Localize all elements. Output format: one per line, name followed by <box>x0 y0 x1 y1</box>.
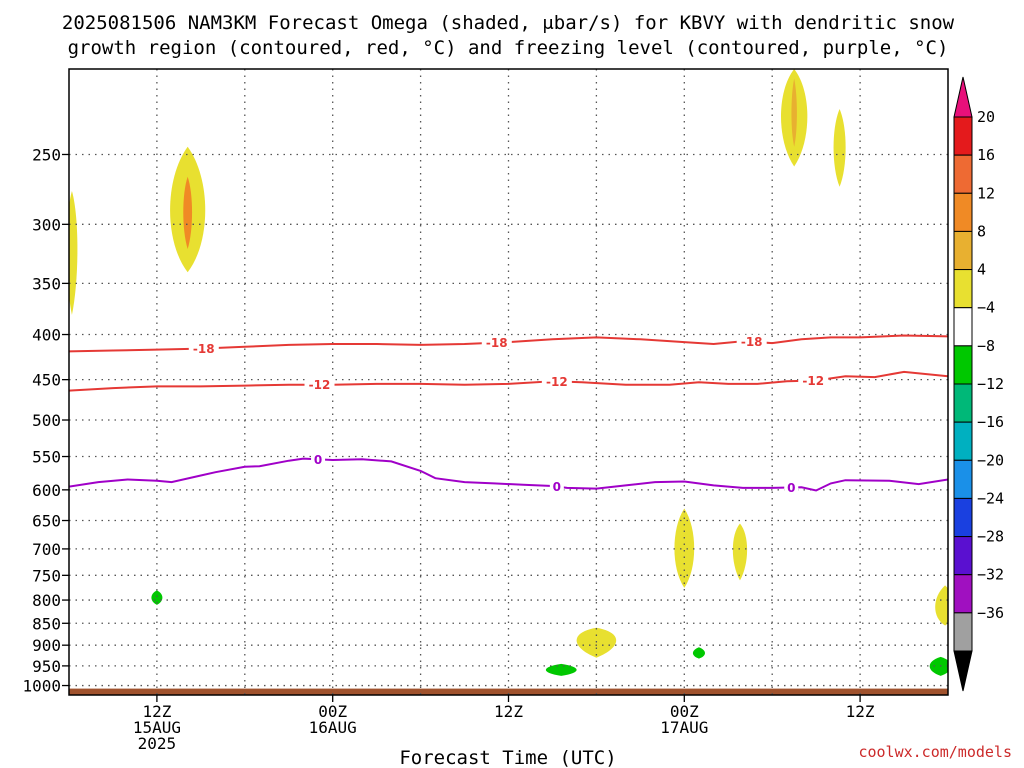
y-tick-label-600: 600 <box>32 481 61 500</box>
contour-label--18-0: -18 <box>193 342 215 356</box>
x-tick-label-54-0: 12Z <box>846 702 875 721</box>
contour-label-bg--18-1 <box>481 335 512 350</box>
colorbar-label-5: −4 <box>977 299 995 317</box>
y-tick-label-350: 350 <box>32 274 61 293</box>
colorbar-label-7: −12 <box>977 375 1004 393</box>
x-tick-label-18-0: 00Z <box>318 702 347 721</box>
y-tick-label-800: 800 <box>32 591 61 610</box>
colorbar-label-4: 4 <box>977 261 986 279</box>
colorbar-max-arrow <box>953 76 973 118</box>
y-tick-label-900: 900 <box>32 636 61 655</box>
colorbar-label-1: 16 <box>977 146 995 164</box>
x-axis-label: Forecast Time (UTC) <box>399 747 616 768</box>
colorbar-label-12: −32 <box>977 566 1004 584</box>
colorbar-label-8: −16 <box>977 413 1004 431</box>
colorbar-segment-11 <box>953 536 973 576</box>
contour-label-bg--18-0 <box>188 341 219 356</box>
contour-label-0-0: 0 <box>314 453 322 467</box>
contour-label-bg--12-2 <box>798 373 829 388</box>
colorbar-label-11: −28 <box>977 528 1004 546</box>
colorbar-label-0: 20 <box>977 108 995 126</box>
colorbar-segment-6 <box>953 345 973 385</box>
contour-label--18-2: -18 <box>741 335 763 349</box>
chart-title-line2: growth region (contoured, red, °C) and f… <box>68 37 949 59</box>
colorbar-label-13: −36 <box>977 604 1004 622</box>
y-tick-label-450: 450 <box>32 371 61 390</box>
omega-region-11 <box>545 663 577 676</box>
colorbar-min-arrow <box>953 650 973 692</box>
colorbar-label-2: 12 <box>977 184 995 202</box>
contour-label-bg-0-2 <box>784 480 799 495</box>
colorbar: 20 16 12 8 4 −4 −8 −12 −16 −20 −24 −28 −32 −36 <box>953 76 1004 692</box>
contour-label-bg--12-1 <box>541 374 572 389</box>
colorbar-segment-13 <box>953 612 973 652</box>
colorbar-segment-3 <box>953 230 973 271</box>
contour-line-0 <box>69 457 948 492</box>
contour-label--12-0: -12 <box>309 378 331 392</box>
colorbar-segment-8 <box>953 421 973 461</box>
colorbar-segment-9 <box>953 459 973 499</box>
contour-label-bg-0-1 <box>549 479 564 494</box>
colorbar-label-10: −24 <box>977 489 1004 507</box>
y-tick-label-950: 950 <box>32 657 61 676</box>
colorbar-segment-2 <box>953 192 973 232</box>
y-tick-label-500: 500 <box>32 411 61 430</box>
contour-label-bg--12-0 <box>304 377 335 392</box>
omega-region-10 <box>151 590 163 605</box>
y-tick-label-650: 650 <box>32 512 61 531</box>
y-tick-label-400: 400 <box>32 326 61 345</box>
x-tick-label-6-2: 2025 <box>138 734 177 753</box>
omega-region-13 <box>929 656 948 676</box>
omega-region-9 <box>935 585 948 626</box>
omega-region-2 <box>183 176 193 250</box>
y-tick-label-250: 250 <box>32 145 61 164</box>
contour-line--18 <box>69 334 948 353</box>
chart-title-line1: 2025081506 NAM3KM Forecast Omega (shaded… <box>62 12 955 34</box>
omega-region-4 <box>791 78 797 147</box>
contour-label-bg--18-2 <box>736 334 767 349</box>
colorbar-label-6: −8 <box>977 337 995 355</box>
plot-area <box>69 69 948 695</box>
x-tick-label-42-1: 17AUG <box>660 718 708 737</box>
x-tick-label-30-0: 12Z <box>494 702 523 721</box>
contour-label-bg-0-0 <box>311 452 326 467</box>
y-tick-label-850: 850 <box>32 614 61 633</box>
omega-region-12 <box>692 647 705 659</box>
omega-region-7 <box>732 523 748 581</box>
ground-band <box>69 688 948 695</box>
omega-region-5 <box>833 108 846 187</box>
y-tick-label-550: 550 <box>32 448 61 467</box>
y-tick-label-1000: 1000 <box>22 677 61 696</box>
contour-label-0-1: 0 <box>553 480 561 494</box>
colorbar-label-3: 8 <box>977 222 986 240</box>
omega-region-6 <box>674 508 695 588</box>
contour-lines: -18 -18 -18 -12 -12 -12 0 0 0 <box>69 334 948 495</box>
x-tick-label-6-1: 15AUG <box>133 718 181 737</box>
colorbar-segment-7 <box>953 383 973 423</box>
x-tick-label-6-0: 12Z <box>142 702 171 721</box>
y-axis-ticks: 250 300 350 400 450 500 550 600 650 700 750 800 850 9… <box>22 145 69 696</box>
colorbar-segment-10 <box>953 497 973 538</box>
y-tick-label-750: 750 <box>32 566 61 585</box>
colorbar-label-9: −20 <box>977 451 1004 469</box>
colorbar-segment-0 <box>953 116 973 156</box>
contour-label--12-2: -12 <box>802 374 824 388</box>
x-tick-label-42-0: 00Z <box>670 702 699 721</box>
omega-region-8 <box>576 627 617 658</box>
contour-label--18-1: -18 <box>486 336 508 350</box>
x-tick-label-18-1: 16AUG <box>309 718 357 737</box>
credit-text: coolwx.com/models <box>858 743 1012 761</box>
y-tick-label-300: 300 <box>32 215 61 234</box>
omega-region-0 <box>69 190 78 315</box>
colorbar-segment-5 <box>953 307 973 347</box>
colorbar-segment-1 <box>953 154 973 194</box>
contour-label--12-1: -12 <box>546 375 568 389</box>
colorbar-segment-4 <box>953 269 973 309</box>
contour-label-0-2: 0 <box>787 481 795 495</box>
y-tick-label-700: 700 <box>32 540 61 559</box>
colorbar-segment-12 <box>953 574 973 614</box>
